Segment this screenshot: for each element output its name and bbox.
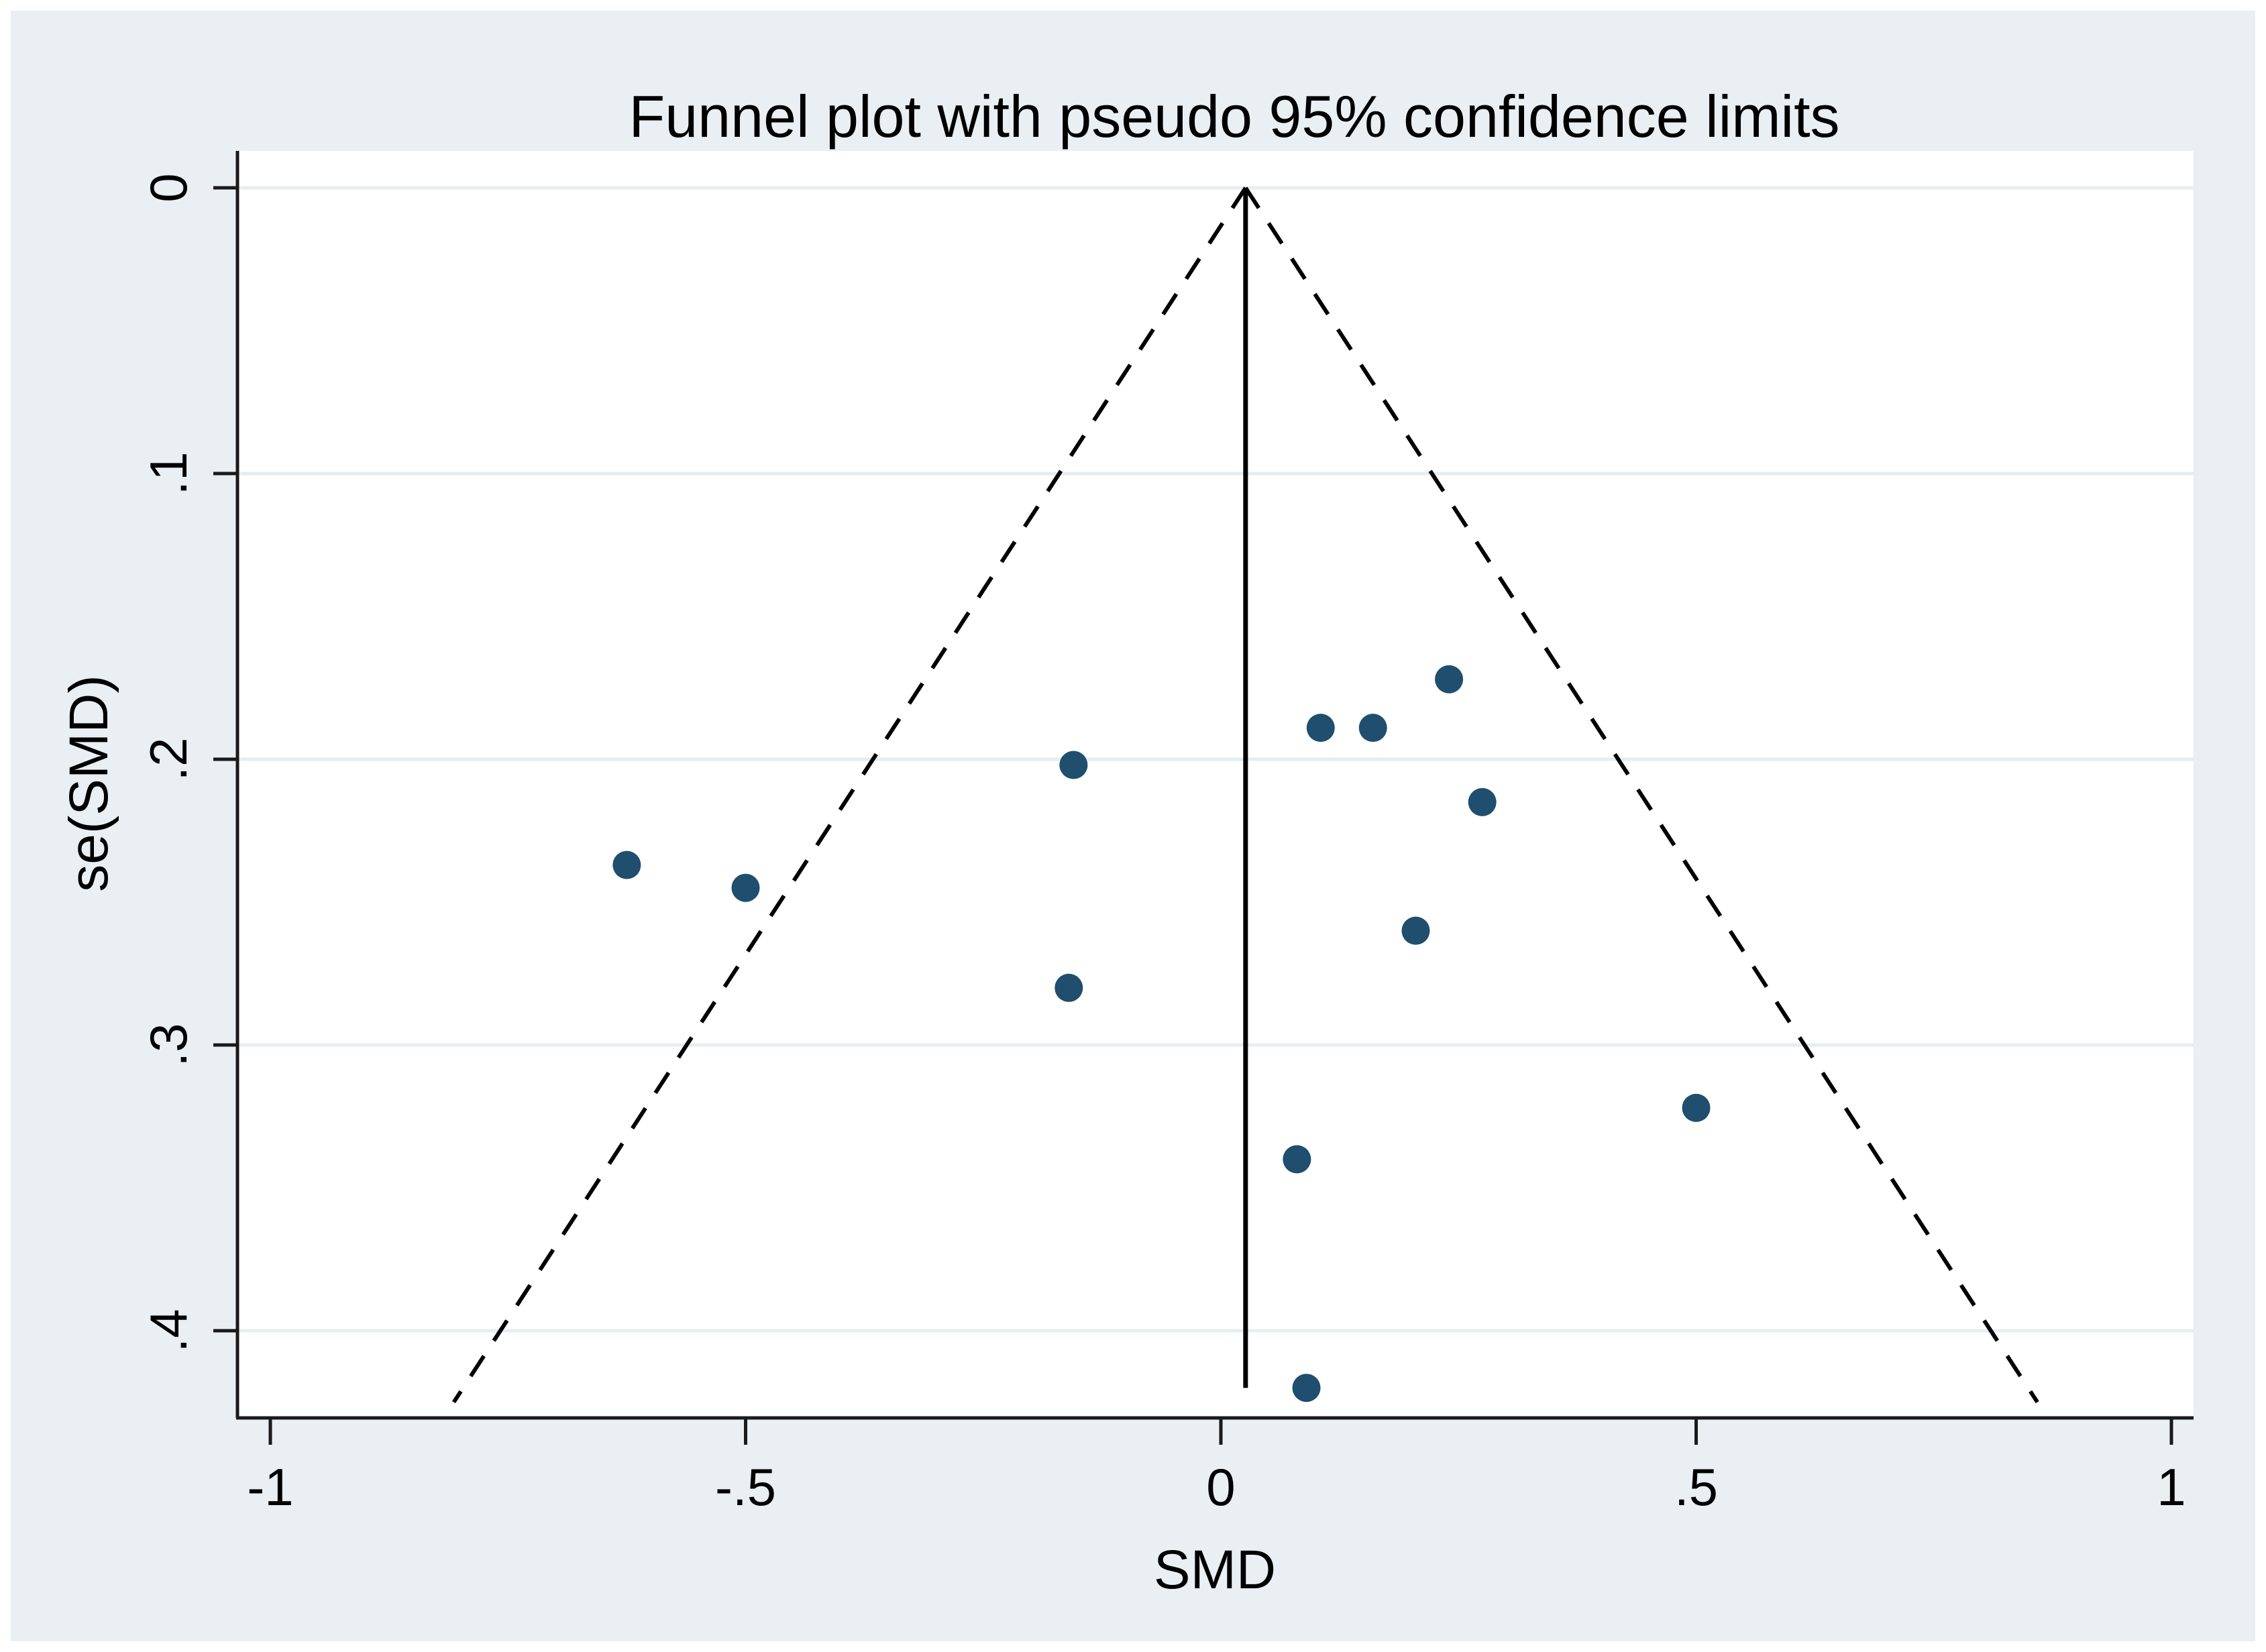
study-point xyxy=(1682,1093,1711,1122)
data-points-layer xyxy=(612,665,1711,1402)
study-point xyxy=(1283,1145,1311,1174)
study-point xyxy=(612,850,641,879)
x-tick-label: 0 xyxy=(1206,1457,1235,1517)
axes-layer xyxy=(235,151,2194,1420)
study-point xyxy=(1358,714,1387,742)
x-tick-label: 1 xyxy=(2157,1457,2186,1517)
funnel-lower-limit-line xyxy=(451,186,1248,1404)
study-point xyxy=(731,873,760,902)
study-point xyxy=(1401,916,1430,945)
funnel-confidence-lines-layer xyxy=(451,186,2039,1404)
study-point xyxy=(1059,751,1088,779)
study-point xyxy=(1055,973,1083,1002)
y-tick-label: .2 xyxy=(139,737,198,781)
y-tick-layer: 0 .1 .2 .3 .4 xyxy=(139,173,237,1353)
x-tick-layer: -1 -.5 0 .5 1 xyxy=(247,1418,2186,1517)
y-tick-label: .4 xyxy=(139,1309,198,1352)
y-tick-label: .3 xyxy=(139,1023,198,1066)
x-tick-label: -1 xyxy=(247,1457,293,1517)
study-point xyxy=(1292,1374,1321,1402)
x-axis-title: SMD xyxy=(1154,1539,1276,1600)
plot-area-background xyxy=(237,151,2194,1418)
x-tick-label: .5 xyxy=(1674,1457,1718,1517)
study-point xyxy=(1306,714,1335,742)
funnel-upper-limit-line xyxy=(1244,186,2039,1404)
study-point xyxy=(1468,787,1497,816)
y-tick-label: .1 xyxy=(139,451,198,495)
y-tick-label: 0 xyxy=(139,173,198,202)
gridlines-layer xyxy=(237,186,2194,1333)
x-tick-label: -.5 xyxy=(715,1457,776,1517)
study-point xyxy=(1435,665,1464,694)
y-axis-title: se(SMD) xyxy=(58,675,119,891)
chart-title: Funnel plot with pseudo 95% confidence l… xyxy=(629,83,1839,150)
